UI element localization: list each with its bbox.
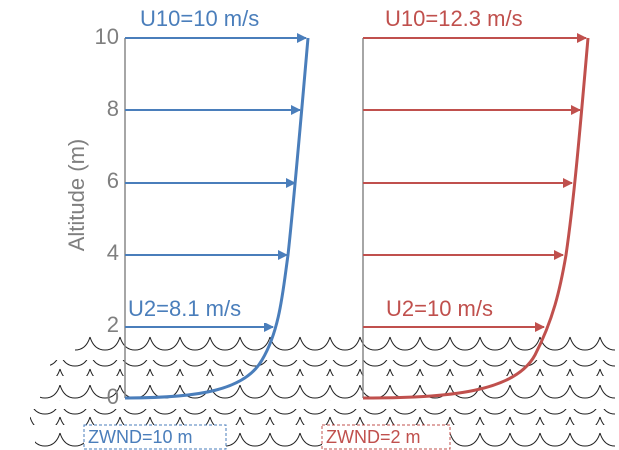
bottom-label: U2=10 m/s xyxy=(386,296,493,321)
zwnd-label: ZWND=10 m xyxy=(88,427,193,447)
y-tick-label: 8 xyxy=(107,96,119,121)
zwnd-box xyxy=(321,424,451,450)
top-label: U10=10 m/s xyxy=(140,6,259,31)
profile-right xyxy=(362,33,590,400)
y-tick-label: 6 xyxy=(107,168,119,193)
y-tick-label: 10 xyxy=(95,24,119,49)
y-tick-label: 2 xyxy=(107,312,119,337)
zwnd-box xyxy=(83,424,227,450)
label-bg xyxy=(127,297,275,323)
y-ticks: 0 2 4 6 8 10 xyxy=(95,24,119,409)
waves xyxy=(30,336,615,448)
profile-left xyxy=(124,33,310,400)
label-bg xyxy=(384,297,524,323)
y-tick-label: 0 xyxy=(107,384,119,409)
y-axis-title: Altitude (m) xyxy=(64,139,89,251)
y-tick-label: 4 xyxy=(107,240,119,265)
zwnd-label: ZWND=2 m xyxy=(326,427,421,447)
bottom-label: U2=8.1 m/s xyxy=(128,296,241,321)
top-label: U10=12.3 m/s xyxy=(385,6,523,31)
